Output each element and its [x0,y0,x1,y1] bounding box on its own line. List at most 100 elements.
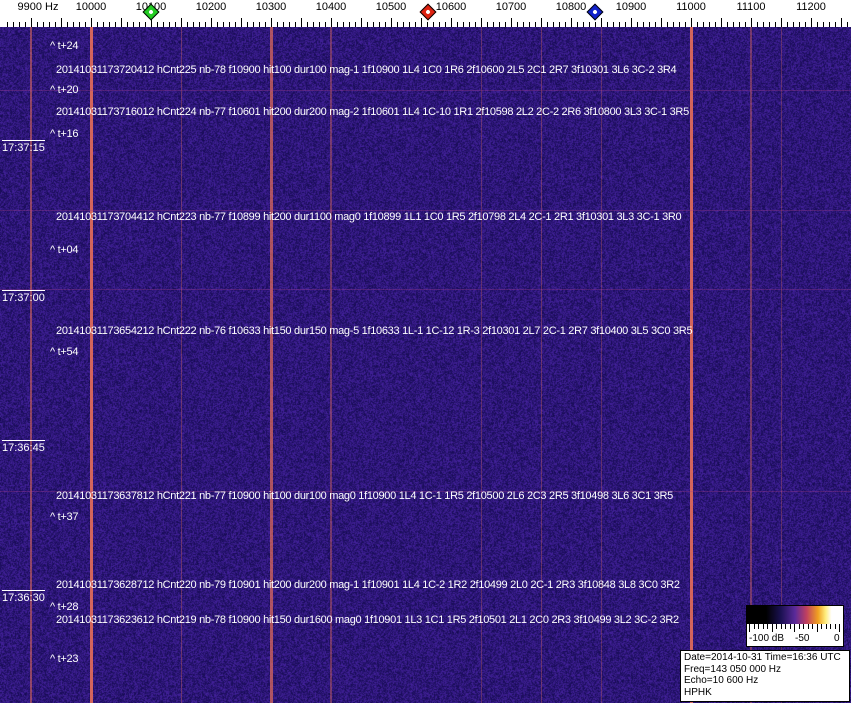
axis-tick [397,22,398,27]
axis-tick [649,22,650,27]
axis-tick [133,22,134,27]
axis-tick [691,18,692,27]
scale-tick [767,624,768,629]
axis-tick-label: 10300 [255,1,287,13]
axis-tick [775,22,776,27]
axis-tick [685,22,686,27]
axis-tick [55,22,56,27]
axis-tick-label: 11200 [796,1,826,13]
scale-tick [807,624,809,629]
axis-tick [355,22,356,27]
axis-tick [73,22,74,27]
axis-tick [37,22,38,27]
axis-tick [169,22,170,27]
axis-tick [703,22,704,27]
axis-tick [115,22,116,27]
frequency-axis[interactable]: 9900 Hz 10000101001020010300104001050010… [0,0,851,27]
axis-tick [121,18,122,27]
axis-tick [715,22,716,27]
axis-tick [799,22,800,27]
axis-tick [337,22,338,27]
axis-tick [625,22,626,27]
horizontal-artifact [0,491,851,492]
horizontal-artifact [0,90,851,91]
axis-tick [199,22,200,27]
axis-tick [79,22,80,27]
axis-tick [415,22,416,27]
axis-tick [661,18,662,27]
axis-tick [103,22,104,27]
scale-tick [785,624,786,629]
offset-label: ^ t+37 [50,511,79,523]
axis-tick [463,22,464,27]
axis-tick [301,18,302,27]
axis-tick [751,18,752,27]
axis-tick [349,22,350,27]
axis-tick [769,22,770,27]
axis-tick [541,18,542,27]
frequency: Freq=143 050 000 Hz [684,663,782,675]
axis-tick [445,22,446,27]
waterfall-spectrogram[interactable] [0,27,851,703]
axis-tick [205,22,206,27]
axis-tick [175,22,176,27]
axis-tick [637,22,638,27]
detection-line: 20141031173704412 hCnt223 nb-77 f10899 h… [56,211,682,223]
offset-label: ^ t+28 [50,601,79,613]
axis-tick [733,22,734,27]
carrier-line [180,27,182,703]
scale-tick [803,624,804,629]
scale-tick [762,624,764,629]
axis-tick [61,18,62,27]
axis-tick [589,22,590,27]
axis-tick [571,18,572,27]
axis-tick [229,22,230,27]
axis-tick [841,18,842,27]
axis-tick [829,22,830,27]
scale-label-min: -100 dB [749,633,785,644]
axis-tick [307,22,308,27]
axis-tick [667,22,668,27]
axis-tick [553,22,554,27]
axis-tick [427,22,428,27]
scale-tick [830,624,831,629]
axis-tick [217,22,218,27]
scale-label-mid: -50 [795,633,810,644]
axis-tick [49,22,50,27]
axis-tick [331,18,332,27]
red-marker-icon[interactable] [419,3,437,21]
axis-tick [373,22,374,27]
axis-tick [793,22,794,27]
axis-tick [607,22,608,27]
axis-tick [535,22,536,27]
color-scale-gradient [747,606,843,624]
date-time: Date=2014-10-31 Time=16:36 UTC [684,652,841,663]
horizontal-artifact [0,210,851,211]
axis-tick [511,18,512,27]
horizontal-artifact [0,289,851,290]
axis-tick [847,22,848,27]
scale-tick [771,624,773,632]
axis-tick [481,18,482,27]
axis-tick [433,22,434,27]
detection-line: 20141031173720412 hCnt225 nb-78 f10900 h… [56,64,677,76]
axis-tick [811,18,812,27]
axis-tick [85,22,86,27]
axis-tick [487,22,488,27]
axis-tick [577,22,578,27]
axis-tick [295,22,296,27]
axis-tick [469,22,470,27]
carrier-line [30,27,32,703]
axis-tick [67,22,68,27]
axis-tick [343,22,344,27]
carrier-line [330,27,332,703]
axis-tick-label: 10700 [495,1,527,13]
axis-tick [91,18,92,27]
carrier-line [780,27,782,703]
axis-tick [505,22,506,27]
axis-tick [31,18,32,27]
axis-tick [385,22,386,27]
axis-tick [787,22,788,27]
axis-tick [313,22,314,27]
axis-tick [805,22,806,27]
